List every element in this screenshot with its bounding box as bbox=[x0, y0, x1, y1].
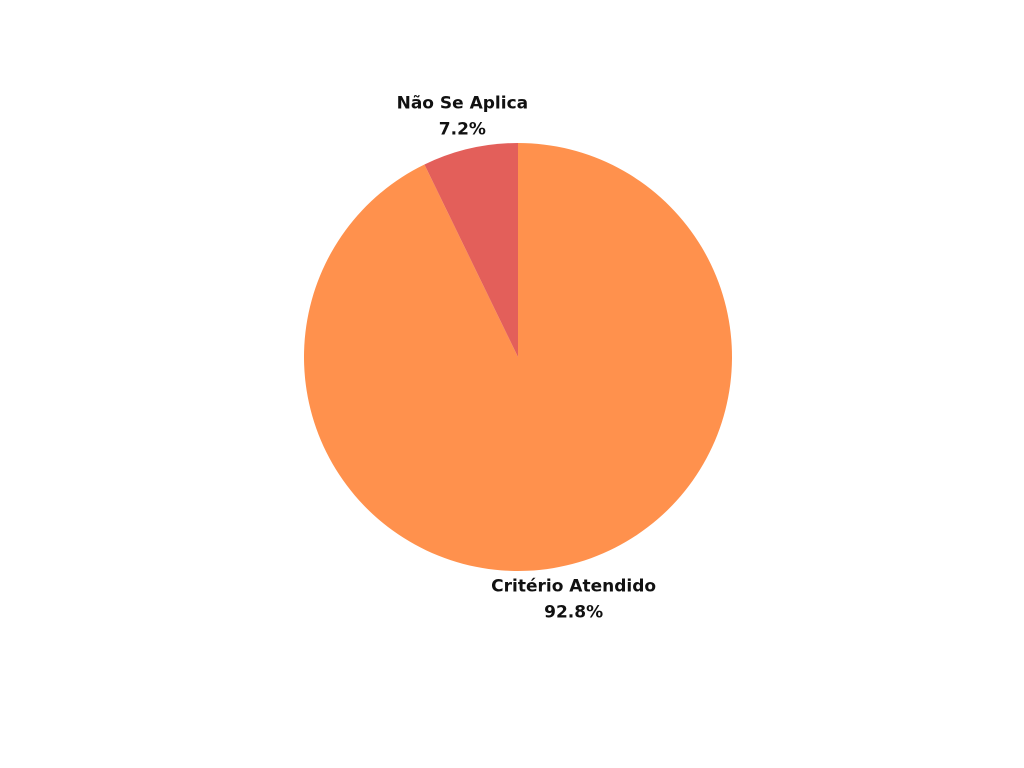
slice-label-0: Critério Atendido bbox=[491, 577, 656, 597]
pie-slice-1 bbox=[424, 143, 518, 357]
pie-labels: Critério Atendido 92.8% Não Se Aplica 7.2% bbox=[397, 93, 656, 622]
slice-label-group-0: Critério Atendido 92.8% bbox=[491, 577, 656, 623]
slice-label-group-1: Não Se Aplica 7.2% bbox=[397, 93, 529, 139]
slice-percent-1: 7.2% bbox=[439, 119, 486, 139]
pie-slices bbox=[303, 143, 732, 571]
slice-percent-0: 92.8% bbox=[544, 603, 603, 623]
slice-label-1: Não Se Aplica bbox=[397, 93, 529, 113]
